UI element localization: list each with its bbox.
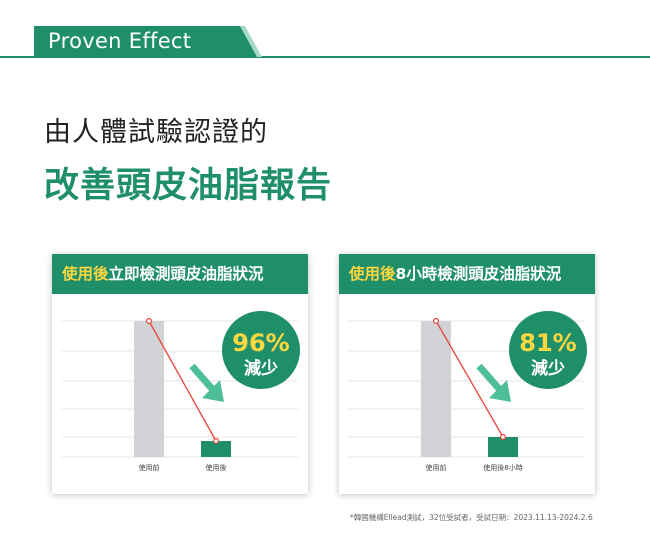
bar-after: [201, 441, 231, 457]
bar-before: [134, 321, 164, 457]
point-before: [145, 318, 152, 325]
point-after: [500, 434, 507, 441]
chart-title: 使用後立即檢測頭皮油脂狀況: [52, 254, 308, 294]
annotation-badge: [509, 311, 587, 389]
point-after: [213, 438, 220, 445]
x-label-before: 使用前: [139, 463, 160, 472]
annotation-text: 減少: [244, 358, 278, 379]
chart-title-highlight: 使用後: [62, 265, 109, 283]
chart-title-rest: 立即檢測頭皮油脂狀況: [108, 265, 264, 283]
page-title: 改善頭皮油脂報告: [44, 166, 333, 206]
annotation-badge: [222, 311, 300, 389]
bar-before: [421, 321, 451, 457]
bar-after: [488, 437, 518, 457]
chart-svg: 96% 減少 使用前 使用後: [62, 311, 300, 472]
proven-effect-tag: Proven Effect: [34, 26, 238, 57]
section-tag: Proven Effect: [0, 26, 650, 58]
x-label-after: 使用後8小時: [483, 463, 522, 472]
annotation-value: 96%: [232, 329, 289, 357]
chart-title-highlight: 使用後: [349, 265, 396, 283]
tag-underline: [0, 56, 650, 58]
down-arrow-icon: [189, 363, 224, 402]
trend-line: [435, 320, 504, 438]
down-arrow-icon: [476, 363, 511, 402]
x-label-before: 使用前: [426, 463, 447, 472]
gridlines: [62, 320, 298, 458]
chart-title: 使用後8小時檢測頭皮油脂狀況: [339, 254, 595, 294]
chart-panel-8-hours: 使用後8小時檢測頭皮油脂狀況 81% 減少 使用前 使用後8小時: [339, 254, 595, 494]
tag-chevron: [238, 26, 262, 57]
footnote: *韓國機構Ellead測試，32位受試者，受試日期：2023.11.13-202…: [350, 513, 593, 522]
point-before: [432, 318, 439, 325]
chart-svg: 81% 減少 使用前 使用後8小時: [349, 311, 587, 472]
x-label-after: 使用後: [206, 463, 227, 472]
annotation-value: 81%: [519, 329, 576, 357]
chart-title-rest: 8小時檢測頭皮油脂狀況: [395, 265, 562, 283]
chart-panel-immediate: 使用後立即檢測頭皮油脂狀況 96% 減少 使用前 使用後: [52, 254, 308, 494]
page-subtitle: 由人體試驗認證的: [44, 117, 268, 148]
annotation-text: 減少: [531, 358, 565, 379]
trend-line: [148, 320, 217, 442]
